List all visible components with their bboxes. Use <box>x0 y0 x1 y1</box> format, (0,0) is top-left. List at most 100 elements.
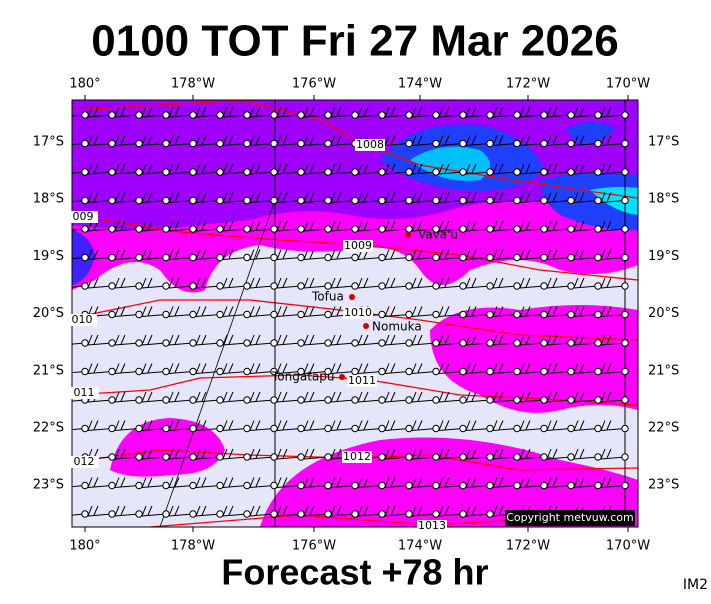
barb-flag <box>330 448 336 460</box>
barb-flag <box>525 448 531 459</box>
barb-shaft <box>411 228 437 232</box>
barb-flag <box>61 221 65 231</box>
barb-shaft <box>222 342 248 346</box>
barb-shaft <box>384 285 410 289</box>
barb-flag <box>390 363 396 373</box>
barb-flag <box>87 505 93 517</box>
barb-station <box>540 424 548 433</box>
barb-flag <box>417 249 423 259</box>
barb-shaft <box>114 342 140 346</box>
barb-flag <box>390 306 396 316</box>
barb-flag <box>357 505 363 517</box>
barb-flag <box>471 448 477 459</box>
barb-flag <box>411 505 417 517</box>
barb-flag <box>579 334 585 345</box>
barb-flag <box>444 477 450 487</box>
barb-flag <box>222 334 228 346</box>
barb-station <box>351 111 359 119</box>
barb-shaft <box>465 285 491 289</box>
barb-flag <box>255 192 261 202</box>
barb-station <box>513 453 521 461</box>
barb-station <box>378 396 386 404</box>
barb-station <box>594 339 602 347</box>
barb-flag <box>357 220 363 232</box>
barb-shaft <box>276 114 302 118</box>
barb-flag <box>222 163 228 175</box>
barb-flag <box>384 135 390 146</box>
barb-station <box>405 111 413 119</box>
barb-shaft <box>492 114 518 118</box>
barb-station <box>459 367 467 376</box>
barb-shaft <box>438 200 464 203</box>
barb-flag <box>492 334 498 346</box>
barb-flag <box>255 249 261 259</box>
barb-flag <box>114 135 120 146</box>
barb-shaft <box>573 399 599 403</box>
barb-station <box>270 510 278 518</box>
barb-shaft <box>600 114 626 118</box>
barb-shaft <box>438 114 464 118</box>
barb-flag <box>411 106 417 118</box>
barb-shaft <box>600 171 626 175</box>
barb-shaft <box>168 228 194 232</box>
barb-flag <box>525 420 531 430</box>
barb-shaft <box>303 228 329 232</box>
barb-flag <box>444 249 450 259</box>
barb-flag <box>87 277 93 289</box>
barb-flag <box>600 391 606 403</box>
barb-shaft <box>573 143 599 146</box>
barb-flag <box>168 334 174 346</box>
barb-flag <box>61 107 65 117</box>
barb-flag <box>444 220 450 231</box>
barb-flag <box>303 306 309 317</box>
barb-flag <box>255 334 261 345</box>
barb-flag <box>195 192 201 203</box>
barb-flag <box>174 477 180 487</box>
barb-flag <box>120 363 126 373</box>
barb-shaft <box>411 171 437 175</box>
barb-flag <box>573 192 579 203</box>
barb-flag <box>309 249 315 259</box>
barb-flag <box>228 106 234 117</box>
barb-station <box>135 225 143 233</box>
barb-flag <box>255 106 261 117</box>
barb-station <box>324 168 332 176</box>
barb-flag <box>465 106 471 118</box>
barb-flag <box>492 163 498 175</box>
barb-shaft <box>573 371 599 374</box>
barb-flag <box>492 277 498 289</box>
barb-shaft <box>519 428 545 431</box>
barb-shaft <box>222 171 248 175</box>
barb-flag <box>519 163 525 175</box>
barb-flag <box>282 277 288 288</box>
barb-flag <box>93 106 99 117</box>
barb-shaft <box>168 513 194 517</box>
barb-flag <box>67 364 71 373</box>
barb-flag <box>309 505 315 516</box>
barb-flag <box>93 505 99 516</box>
barb-flag <box>417 334 423 345</box>
barb-shaft <box>141 513 167 517</box>
barb-flag <box>384 192 390 203</box>
barb-flag <box>465 420 471 431</box>
barb-flag <box>357 106 363 118</box>
barb-station <box>540 111 548 119</box>
barb-station <box>405 339 413 347</box>
barb-shaft <box>492 456 518 460</box>
barb-flag <box>249 277 255 289</box>
barb-flag <box>93 163 99 174</box>
barb-shaft <box>492 342 518 346</box>
barb-shaft <box>438 342 464 346</box>
barb-shaft <box>384 171 410 175</box>
barb-station <box>432 481 440 490</box>
barb-flag <box>114 306 120 317</box>
barb-station <box>540 253 548 262</box>
barb-shaft <box>222 285 248 289</box>
barb-flag <box>606 163 612 174</box>
barb-flag <box>141 334 147 346</box>
barb-flag <box>471 306 477 316</box>
longitude-label: 178°W <box>171 77 215 92</box>
barb-shaft <box>519 399 545 403</box>
barb-flag <box>249 135 255 146</box>
barb-shaft <box>573 314 599 317</box>
